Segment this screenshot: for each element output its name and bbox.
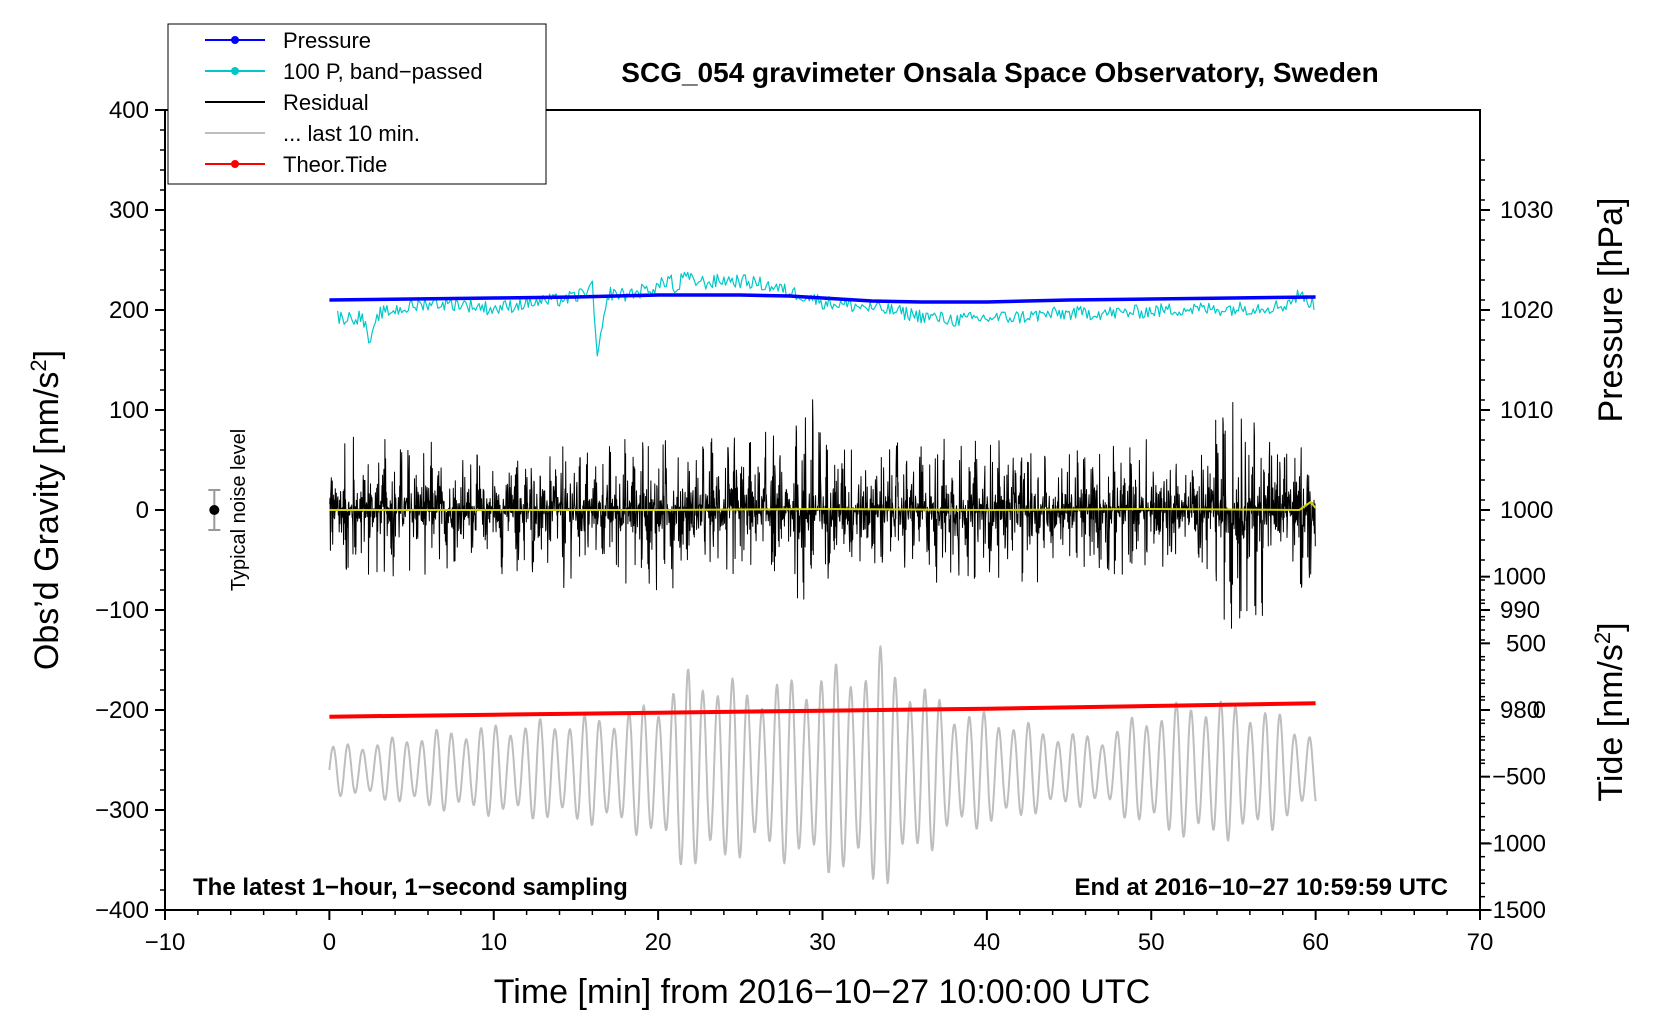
x-tick-label: 20 [645,929,672,956]
y-pressure-tick-label: 990 [1500,597,1540,624]
y-left-tick-label: −400 [95,897,149,924]
series-line-residual-smoothed [329,501,1317,511]
y-left-tick-label: 100 [109,397,149,424]
x-axis-title: Time [min] from 2016−10−27 10:00:00 UTC [494,973,1150,1011]
y-axis-tide-title-main: Tide [nm/s [1592,644,1630,801]
y-pressure-tick-label: 1020 [1500,297,1553,324]
chart-title: SCG_054 gravimeter Onsala Space Observat… [621,57,1378,88]
y-axis-left-title-sup: 2 [26,359,51,371]
x-tick-label: 0 [323,929,336,956]
noise-center-dot [209,505,220,515]
y-left-tick-label: 400 [109,97,149,124]
legend-label-last-10-min: ... last 10 min. [283,121,420,146]
series-line-residual [329,399,1316,629]
y-left-tick-label: −200 [95,697,149,724]
y-left-tick-label: −300 [95,797,149,824]
x-tick-label: 50 [1138,929,1165,956]
series-line-pressure [329,293,1316,304]
series-line-100-p-band-passed [337,271,1315,357]
x-tick-label: 70 [1467,929,1494,956]
y-tide-tick-label: −1500 [1479,897,1546,924]
y-axis-left-title: Obs’d Gravity [nm/s2] [26,350,67,670]
legend-label-residual: Residual [283,90,369,115]
y-pressure-tick-label: 1010 [1500,397,1553,424]
y-tide-tick-label: 1000 [1493,564,1546,591]
y-pressure-tick-label: 1030 [1500,197,1553,224]
y-tide-tick-label: −1000 [1479,830,1546,857]
y-tide-tick-label: 500 [1506,630,1546,657]
legend-marker-theor-tide [231,160,239,168]
y-tide-tick-label: 0 [1533,697,1546,724]
y-axis-pressure-title: Pressure [hPa] [1592,198,1630,423]
series-line-last-10-min [328,645,1317,885]
y-tide-tick-label: −500 [1492,764,1546,791]
legend-marker-pressure [231,36,239,44]
y-left-tick-label: 200 [109,297,149,324]
series-layer [328,271,1317,885]
x-tick-label: −10 [145,929,186,956]
noise-level-indicator: Typical noise level [208,429,250,591]
y-left-tick-label: −100 [95,597,149,624]
x-tick-label: 60 [1302,929,1329,956]
y-left-tick-label: 0 [136,497,149,524]
y-axis-left-title-close: ] [28,350,66,359]
x-tick-label: 40 [974,929,1001,956]
legend: Pressure 100 P, band−passed Residual ... la… [167,23,547,185]
legend-label-pressure: Pressure [283,28,371,53]
axes-layer: −10 0 10 20 30 40 50 60 704003002001000−100−200−… [95,97,1553,956]
y-pressure-tick-label: 980 [1500,697,1540,724]
annotation-sampling: The latest 1−hour, 1−second sampling [193,874,628,901]
series-line-theor-tide [329,701,1316,719]
legend-items: Pressure 100 P, band−passed Residual ... la… [205,28,483,177]
x-tick-label: 30 [809,929,836,956]
y-axis-left-title-main: Obs’d Gravity [nm/s [28,372,66,671]
legend-marker-100-p-band-passed [231,67,239,75]
x-tick-label: 10 [480,929,507,956]
y-axis-tide-title-close: ] [1592,622,1630,631]
legend-label-theor-tide: Theor.Tide [283,152,387,177]
legend-label-100-p-band-passed: 100 P, band−passed [283,59,483,84]
legend-box [167,23,547,185]
annotation-end-time: End at 2016−10−27 10:59:59 UTC [1074,874,1448,901]
y-axis-tide-title-sup: 2 [1590,632,1615,644]
y-left-tick-label: 300 [109,197,149,224]
noise-level-label: Typical noise level [228,429,250,591]
y-pressure-tick-label: 1000 [1500,497,1553,524]
y-axis-tide-title: Tide [nm/s2] [1590,622,1631,801]
